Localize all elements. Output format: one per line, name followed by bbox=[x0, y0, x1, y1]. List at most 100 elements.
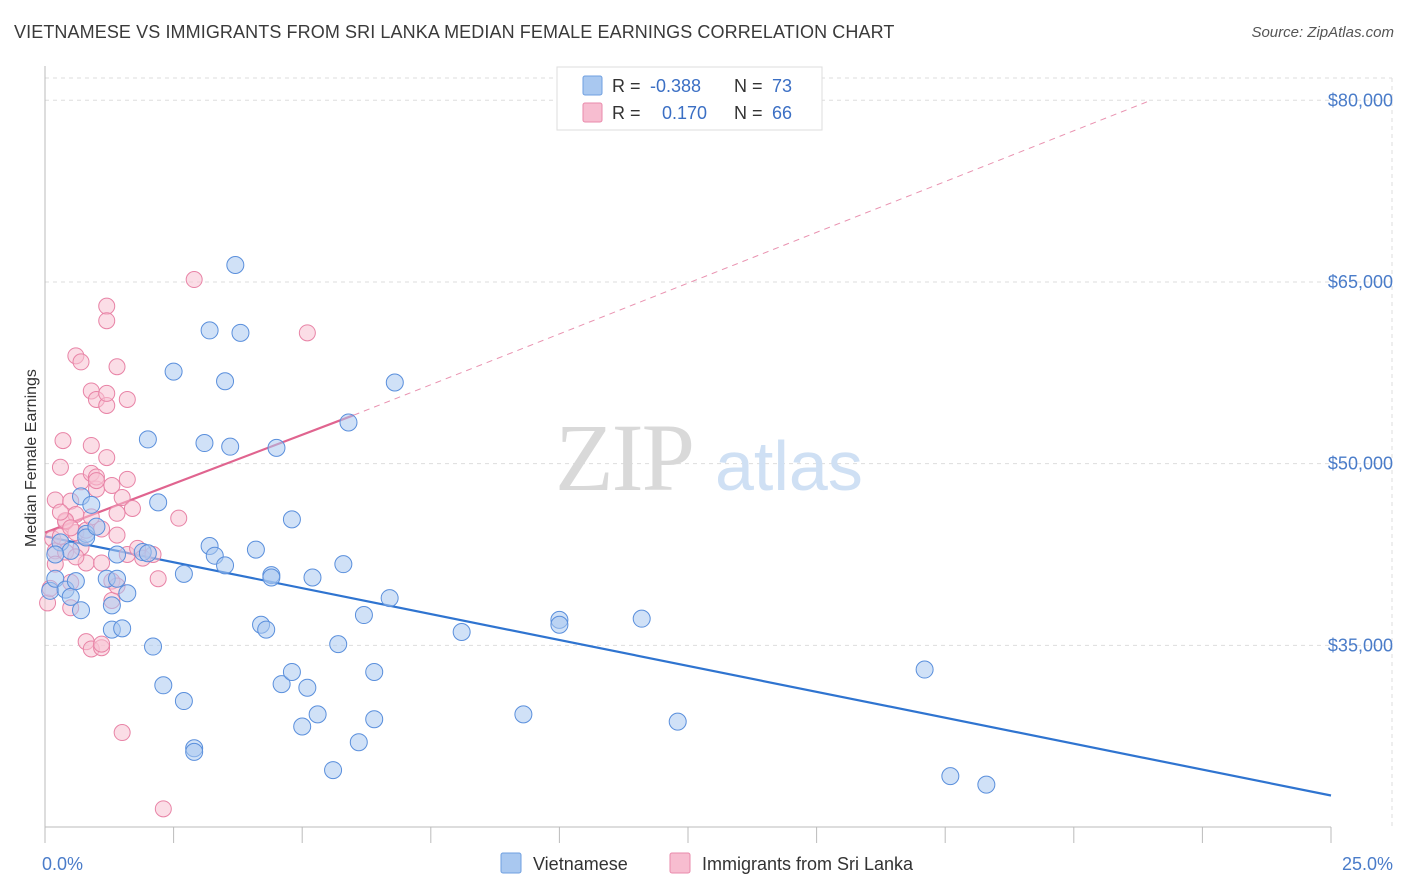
point-srilanka bbox=[108, 504, 126, 522]
point-vietnamese bbox=[267, 438, 286, 457]
point-vietnamese bbox=[144, 637, 163, 656]
point-srilanka bbox=[108, 526, 126, 544]
point-vietnamese bbox=[272, 675, 291, 694]
point-vietnamese bbox=[200, 321, 219, 340]
point-vietnamese bbox=[977, 775, 996, 794]
y-tick-label: $35,000 bbox=[1328, 635, 1393, 655]
point-vietnamese bbox=[324, 761, 343, 780]
point-vietnamese bbox=[138, 430, 157, 449]
point-vietnamese bbox=[174, 692, 193, 711]
point-srilanka bbox=[98, 384, 116, 402]
point-srilanka bbox=[82, 436, 100, 454]
legend-n-label-srilanka: N = bbox=[734, 103, 763, 123]
legend-r-label-srilanka: R = bbox=[612, 103, 641, 123]
point-vietnamese bbox=[308, 705, 327, 724]
point-vietnamese bbox=[915, 660, 934, 679]
point-srilanka bbox=[298, 324, 316, 342]
point-srilanka bbox=[149, 570, 167, 588]
axes-layer bbox=[44, 66, 1332, 843]
point-srilanka bbox=[118, 470, 136, 488]
bottom-legend-swatch-srilanka bbox=[669, 852, 691, 874]
x-tick-label: 25.0% bbox=[1342, 854, 1393, 874]
point-vietnamese bbox=[365, 662, 384, 681]
trend-line-vietnamese bbox=[44, 535, 1332, 797]
point-srilanka bbox=[98, 312, 116, 330]
point-vietnamese bbox=[668, 712, 687, 731]
point-vietnamese bbox=[216, 372, 235, 391]
point-vietnamese bbox=[66, 572, 85, 591]
point-vietnamese bbox=[385, 373, 404, 392]
bottom-legend-swatch-vietnamese bbox=[500, 852, 522, 874]
point-vietnamese bbox=[452, 622, 471, 641]
point-vietnamese bbox=[102, 596, 121, 615]
point-vietnamese bbox=[174, 564, 193, 583]
chart-source: Source: ZipAtlas.com bbox=[1251, 24, 1394, 41]
point-srilanka bbox=[108, 358, 126, 376]
point-vietnamese bbox=[138, 544, 157, 563]
legend-n-value-vietnamese: 73 bbox=[772, 76, 792, 96]
points-layer bbox=[39, 256, 996, 818]
y-tick-label: $50,000 bbox=[1328, 454, 1393, 474]
grid-layer bbox=[45, 77, 1393, 827]
watermark-atlas: atlas bbox=[715, 427, 863, 505]
point-srilanka bbox=[51, 458, 69, 476]
legend-r-value-vietnamese: -0.388 bbox=[650, 76, 701, 96]
point-vietnamese bbox=[334, 555, 353, 574]
bottom-legend-label-srilanka: Immigrants from Sri Lanka bbox=[702, 854, 914, 874]
point-vietnamese bbox=[550, 615, 569, 634]
legend-r-value-srilanka: 0.170 bbox=[662, 103, 707, 123]
point-vietnamese bbox=[154, 676, 173, 695]
point-vietnamese bbox=[113, 619, 132, 638]
point-vietnamese bbox=[195, 434, 214, 453]
point-vietnamese bbox=[329, 635, 348, 654]
point-srilanka bbox=[154, 800, 172, 818]
point-vietnamese bbox=[257, 620, 276, 639]
bottom-legend-label-vietnamese: Vietnamese bbox=[533, 854, 628, 874]
legend-n-value-srilanka: 66 bbox=[772, 103, 792, 123]
point-vietnamese bbox=[82, 495, 101, 514]
point-vietnamese bbox=[231, 323, 250, 342]
point-vietnamese bbox=[87, 517, 106, 536]
point-vietnamese bbox=[941, 767, 960, 786]
point-vietnamese bbox=[108, 545, 127, 564]
point-vietnamese bbox=[221, 437, 240, 456]
trend-line-srilanka-extended bbox=[353, 99, 1152, 416]
point-srilanka bbox=[51, 503, 69, 521]
point-vietnamese bbox=[61, 541, 80, 560]
legend-swatch-vietnamese bbox=[582, 75, 603, 96]
point-vietnamese bbox=[514, 705, 533, 724]
point-vietnamese bbox=[46, 545, 65, 564]
point-srilanka bbox=[87, 472, 105, 490]
point-srilanka bbox=[123, 499, 141, 517]
point-vietnamese bbox=[216, 556, 235, 575]
point-vietnamese bbox=[72, 601, 91, 620]
point-srilanka bbox=[62, 519, 80, 537]
point-vietnamese bbox=[632, 609, 651, 628]
point-vietnamese bbox=[164, 362, 183, 381]
y-axis-title: Median Female Earnings bbox=[23, 369, 40, 547]
point-vietnamese bbox=[339, 413, 358, 432]
point-srilanka bbox=[98, 297, 116, 315]
point-vietnamese bbox=[365, 710, 384, 729]
point-vietnamese bbox=[282, 662, 301, 681]
point-vietnamese bbox=[118, 584, 137, 603]
point-vietnamese bbox=[108, 569, 127, 588]
point-srilanka bbox=[113, 724, 131, 742]
legend-swatch-srilanka bbox=[582, 102, 603, 123]
labels-layer: $35,000 $50,000 $65,000 $80,000 0.0% 25.0% bbox=[42, 90, 1393, 874]
point-vietnamese bbox=[354, 606, 373, 625]
bottom-legend: Vietnamese Immigrants from Sri Lanka bbox=[500, 852, 914, 874]
point-vietnamese bbox=[282, 510, 301, 529]
point-vietnamese bbox=[185, 742, 204, 761]
y-tick-label: $80,000 bbox=[1328, 90, 1393, 110]
point-vietnamese bbox=[380, 589, 399, 608]
point-srilanka bbox=[93, 554, 111, 572]
point-vietnamese bbox=[149, 493, 168, 512]
legend-r-label-vietnamese: R = bbox=[612, 76, 641, 96]
point-srilanka bbox=[93, 635, 111, 653]
point-srilanka bbox=[54, 432, 72, 450]
y-tick-label: $65,000 bbox=[1328, 272, 1393, 292]
point-srilanka bbox=[170, 509, 188, 527]
watermark: ZIP atlas bbox=[555, 404, 863, 511]
